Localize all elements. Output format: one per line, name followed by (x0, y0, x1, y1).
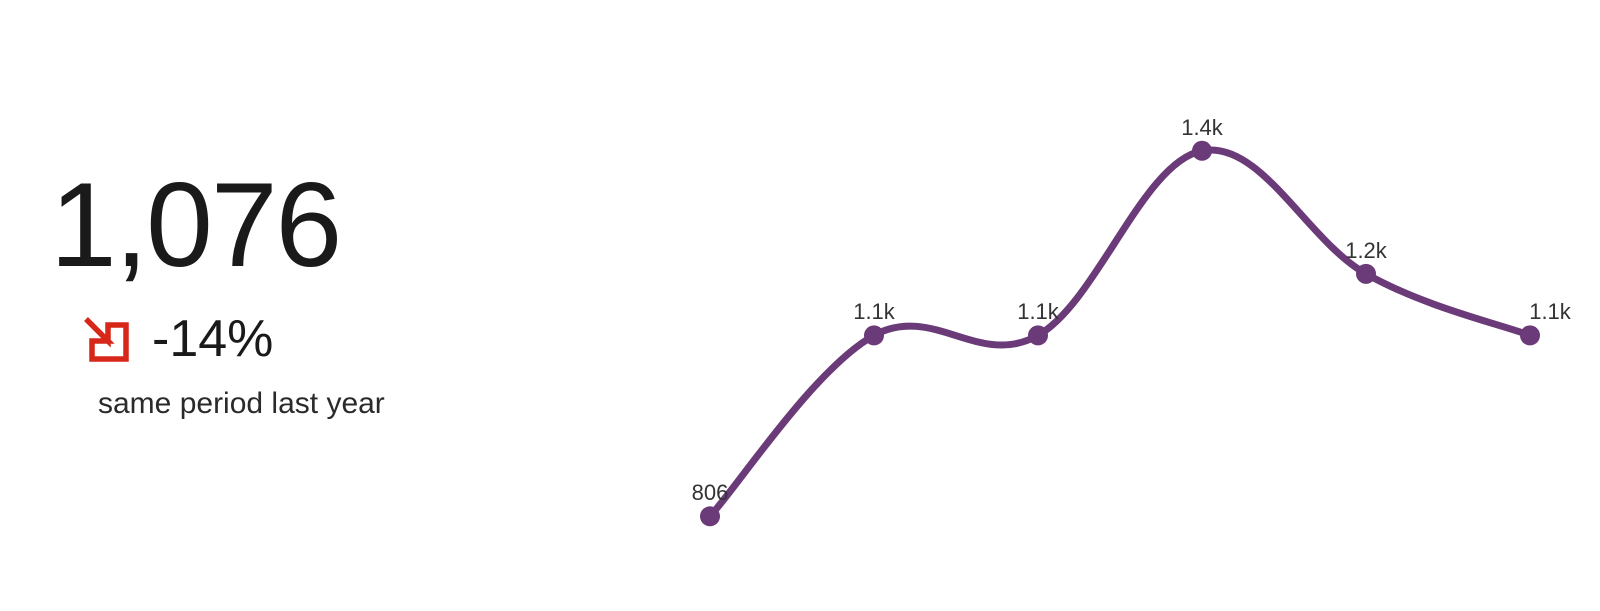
sparkline-point-label: 1.2k (1345, 238, 1387, 264)
sparkline-point-label: 1.1k (853, 299, 895, 325)
sparkline-point-label: 1.4k (1181, 115, 1223, 141)
sparkline-point-label: 1.1k (1529, 299, 1571, 325)
kpi-delta-value: -14% (152, 313, 273, 365)
dashboard-card: 1,076 -14% same period last year 806 1.1k… (0, 0, 1600, 611)
sparkline-point-label: 1.1k (1017, 299, 1059, 325)
kpi-block: 1,076 -14% same period last year (50, 165, 550, 421)
trend-down-arrow-icon (82, 315, 130, 363)
sparkline-chart: 806 1.1k 1.1k 1.4k 1.2k 1.1k (650, 60, 1570, 560)
kpi-delta-row: -14% (82, 313, 550, 365)
kpi-value: 1,076 (50, 165, 550, 285)
sparkline-point-label: 806 (692, 480, 729, 506)
kpi-caption: same period last year (98, 387, 550, 421)
